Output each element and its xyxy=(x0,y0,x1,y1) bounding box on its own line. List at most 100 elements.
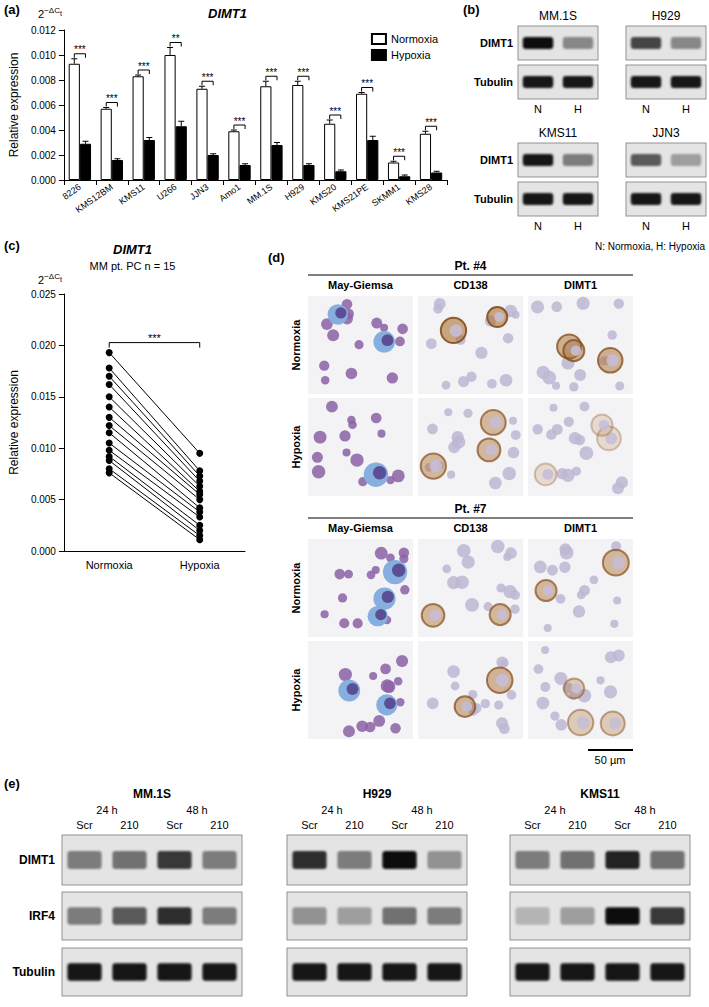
svg-text:Tubulin: Tubulin xyxy=(474,76,513,88)
svg-text:Tubulin: Tubulin xyxy=(474,193,513,205)
svg-text:0.010: 0.010 xyxy=(31,443,56,454)
svg-text:48 h: 48 h xyxy=(186,804,207,816)
svg-text:DIMT1: DIMT1 xyxy=(480,37,513,49)
svg-text:210: 210 xyxy=(658,819,676,831)
svg-text:H929: H929 xyxy=(363,787,392,801)
svg-text:210: 210 xyxy=(210,819,228,831)
svg-text:DIMT1: DIMT1 xyxy=(19,853,55,867)
svg-text:24 h: 24 h xyxy=(321,804,342,816)
svg-text:0.015: 0.015 xyxy=(31,391,56,402)
svg-text:Scr: Scr xyxy=(391,819,408,831)
svg-text:DIMT1: DIMT1 xyxy=(480,154,513,166)
svg-text:Scr: Scr xyxy=(76,819,93,831)
svg-text:Normoxia: Normoxia xyxy=(290,562,302,614)
svg-text:JJN3: JJN3 xyxy=(188,182,211,202)
svg-text:(e): (e) xyxy=(4,776,20,791)
svg-text:Pt. #7: Pt. #7 xyxy=(454,502,486,516)
svg-text:0.002: 0.002 xyxy=(31,150,56,161)
svg-text:MM.1S: MM.1S xyxy=(133,787,171,801)
svg-text:48 h: 48 h xyxy=(634,804,655,816)
svg-text:0.004: 0.004 xyxy=(31,125,56,136)
svg-text:***: *** xyxy=(361,78,373,89)
svg-text:50 µm: 50 µm xyxy=(595,754,626,766)
svg-text:210: 210 xyxy=(120,819,138,831)
svg-text:210: 210 xyxy=(568,819,586,831)
svg-text:May-Giemsa: May-Giemsa xyxy=(328,522,394,534)
svg-text:***: *** xyxy=(74,44,86,55)
svg-text:Scr: Scr xyxy=(524,819,541,831)
svg-text:N: N xyxy=(642,220,650,232)
svg-text:(b): (b) xyxy=(463,2,480,17)
svg-text:H: H xyxy=(682,220,690,232)
svg-text:DIMT1: DIMT1 xyxy=(564,279,597,291)
svg-text:210: 210 xyxy=(345,819,363,831)
svg-text:Normoxia: Normoxia xyxy=(86,559,134,571)
svg-text:Relative expression: Relative expression xyxy=(7,370,21,475)
svg-text:KMS12BM: KMS12BM xyxy=(74,182,115,215)
svg-text:0.000: 0.000 xyxy=(31,175,56,186)
svg-text:0.006: 0.006 xyxy=(31,100,56,111)
svg-text:N: N xyxy=(534,103,542,115)
svg-text:8226: 8226 xyxy=(61,182,83,202)
svg-text:Scr: Scr xyxy=(166,819,183,831)
svg-text:KMS11: KMS11 xyxy=(117,182,146,207)
svg-text:Scr: Scr xyxy=(614,819,631,831)
svg-text:Hypoxia: Hypoxia xyxy=(180,559,221,571)
svg-text:CD138: CD138 xyxy=(453,522,487,534)
svg-text:0.008: 0.008 xyxy=(31,75,56,86)
svg-text:**: ** xyxy=(172,33,180,44)
svg-text:***: *** xyxy=(393,147,405,158)
svg-text:Relative expression: Relative expression xyxy=(7,53,21,158)
svg-text:Hypoxia: Hypoxia xyxy=(391,49,432,61)
svg-text:***: *** xyxy=(202,72,214,83)
svg-text:MM pt. PC n = 15: MM pt. PC n = 15 xyxy=(90,260,176,272)
svg-text:May-Giemsa: May-Giemsa xyxy=(328,279,394,291)
svg-text:***: *** xyxy=(425,117,437,128)
svg-text:Normoxia: Normoxia xyxy=(391,33,439,45)
svg-text:0.005: 0.005 xyxy=(31,494,56,505)
svg-text:MM.1S: MM.1S xyxy=(245,182,274,207)
svg-text:48 h: 48 h xyxy=(411,804,432,816)
svg-text:Pt. #4: Pt. #4 xyxy=(454,259,486,273)
svg-text:***: *** xyxy=(266,67,278,78)
svg-text:H: H xyxy=(574,103,582,115)
svg-text:H929: H929 xyxy=(652,9,681,23)
svg-text:Hypoxia: Hypoxia xyxy=(290,425,302,469)
svg-text:N: N xyxy=(642,103,650,115)
svg-text:0.010: 0.010 xyxy=(31,50,56,61)
svg-text:H929: H929 xyxy=(283,182,306,203)
svg-text:0.025: 0.025 xyxy=(31,289,56,300)
svg-text:210: 210 xyxy=(435,819,453,831)
svg-text:Hypoxia: Hypoxia xyxy=(290,668,302,712)
svg-text:24 h: 24 h xyxy=(96,804,117,816)
svg-text:N: N xyxy=(534,220,542,232)
svg-text:CD138: CD138 xyxy=(453,279,487,291)
svg-text:Scr: Scr xyxy=(301,819,318,831)
svg-text:H: H xyxy=(574,220,582,232)
svg-text:N: Normoxia, H: Hypoxia: N: Normoxia, H: Hypoxia xyxy=(595,241,705,252)
svg-text:***: *** xyxy=(138,61,150,72)
svg-text:DIMT1: DIMT1 xyxy=(113,242,152,257)
svg-text:KMS11: KMS11 xyxy=(580,787,620,801)
svg-text:0.012: 0.012 xyxy=(31,25,56,36)
svg-text:U266: U266 xyxy=(155,182,178,203)
svg-text:***: *** xyxy=(329,106,341,117)
svg-text:JJN3: JJN3 xyxy=(652,126,680,140)
svg-text:24 h: 24 h xyxy=(544,804,565,816)
svg-text:Tubulin: Tubulin xyxy=(13,965,55,979)
svg-text:***: *** xyxy=(106,93,118,104)
svg-text:Amo1: Amo1 xyxy=(217,182,242,204)
svg-text:DIMT1: DIMT1 xyxy=(208,6,247,21)
svg-text:***: *** xyxy=(234,116,246,127)
svg-text:KMS11: KMS11 xyxy=(539,126,578,140)
svg-text:KMS21PE: KMS21PE xyxy=(330,182,370,214)
svg-text:***: *** xyxy=(148,332,162,344)
svg-text:DIMT1: DIMT1 xyxy=(564,522,597,534)
svg-text:MM.1S: MM.1S xyxy=(539,9,577,23)
svg-text:KMS28: KMS28 xyxy=(404,182,434,207)
svg-text:Normoxia: Normoxia xyxy=(290,319,302,371)
svg-text:***: *** xyxy=(298,67,310,78)
svg-text:H: H xyxy=(682,103,690,115)
svg-text:(d): (d) xyxy=(268,250,285,265)
svg-text:SKMM1: SKMM1 xyxy=(370,182,402,209)
